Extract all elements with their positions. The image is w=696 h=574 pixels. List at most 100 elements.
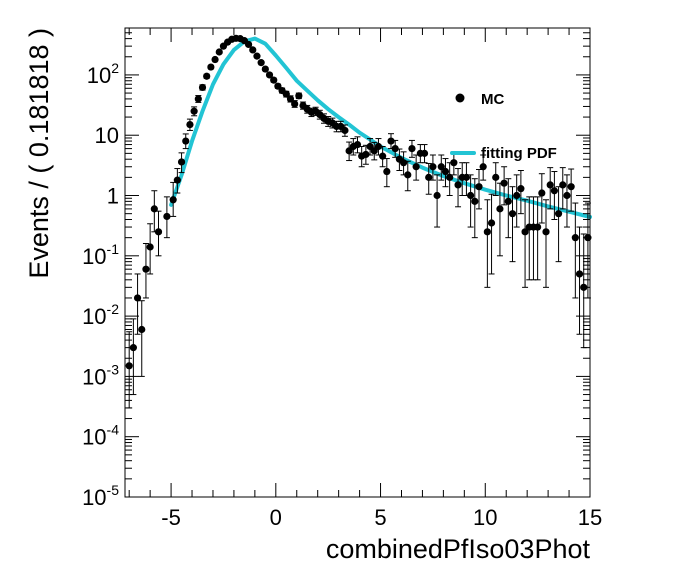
data-point [353,140,362,149]
data-point [163,212,171,221]
data-point [186,120,194,129]
data-point [270,76,278,84]
data-point [404,171,412,179]
legend: MC fitting PDF [450,91,557,162]
data-point [173,176,181,184]
data-point [177,158,186,166]
data-point [517,185,525,193]
y-tick-label: 1 [107,184,119,209]
data-point [446,173,454,181]
data-point [207,63,215,71]
y-tick-label: 102 [87,60,119,88]
data-point [571,234,579,242]
data-point [374,142,383,151]
x-tick-label: -5 [161,505,181,530]
data-point [450,159,458,167]
data-point [125,362,133,370]
y-tick-label: 10-1 [82,241,119,269]
data-point [513,191,521,200]
data-point [575,270,584,278]
x-tick-label: 5 [374,505,386,530]
data-point [253,52,261,60]
data-point [265,71,274,79]
data-point [412,163,420,171]
legend-fit-label: fitting PDF [481,145,557,162]
data-point [441,167,450,176]
data-point [391,144,399,153]
data-point [534,223,542,231]
data-point [341,126,349,135]
data-point [567,183,575,191]
data-point [500,179,508,187]
data-point [133,294,142,302]
y-axis-title: Events / ( 0.181818 ) [24,28,54,279]
data-point [563,191,571,200]
data-point [295,92,303,100]
data-point [492,173,500,181]
data-point [550,187,558,195]
y-tick-label: 10 [95,123,119,148]
x-axis-title: combinedPfIso03Phot [326,534,591,564]
legend-mc-label: MC [481,91,504,108]
data-point [433,191,441,200]
axis-ticks-layer: -5 0 5 10 15 102 10 1 10-1 10-2 10-3 10-4 10-5 [82,27,602,530]
data-point [429,163,437,171]
data-point [190,107,198,115]
data-point [425,173,433,181]
data-point [215,48,223,56]
x-tick-label: 15 [578,505,602,530]
data-point [387,137,395,145]
data-point [496,205,504,213]
data-point [521,228,529,236]
data-point [203,72,211,80]
data-point [487,219,496,227]
data-point [257,59,265,67]
x-tick-label: 0 [270,505,282,530]
data-point [261,65,269,73]
data-point [479,163,487,171]
data-point [508,210,517,218]
data-point [154,228,163,236]
fit-curve [169,36,592,219]
data-point [194,95,202,103]
legend-mc-marker [455,93,465,103]
y-tick-label: 10-2 [82,301,119,329]
data-point [542,228,550,236]
data-point [546,181,554,189]
data-point [169,196,177,204]
data-point [471,197,479,205]
data-point [383,167,391,176]
data-point [454,181,462,189]
data-point [462,173,471,181]
y-tick-label: 10-3 [82,361,119,389]
data-point [211,55,219,64]
data-point [198,83,207,92]
data-point [554,210,563,218]
y-tick-label: 10-5 [82,482,119,510]
x-tick-label: 10 [473,505,497,530]
data-point [559,181,567,189]
data-point [146,243,154,251]
data-point [291,100,299,108]
data-point [182,137,190,145]
data-point [142,265,150,273]
data-point [129,344,137,352]
data-point [138,325,146,334]
data-point [249,46,257,54]
data-point [399,159,408,167]
data-point [437,163,445,171]
data-point [379,152,387,160]
data-point [408,144,416,153]
fit-curve-layer [169,36,592,219]
plot-frame [124,27,591,498]
data-point [538,189,546,197]
y-tick-label: 10-4 [82,422,119,450]
data-points-layer [125,34,592,409]
data-point [483,228,491,236]
data-point [362,150,370,159]
data-point [420,149,429,157]
data-point [467,191,475,200]
data-point [475,183,483,191]
data-point [244,40,253,49]
